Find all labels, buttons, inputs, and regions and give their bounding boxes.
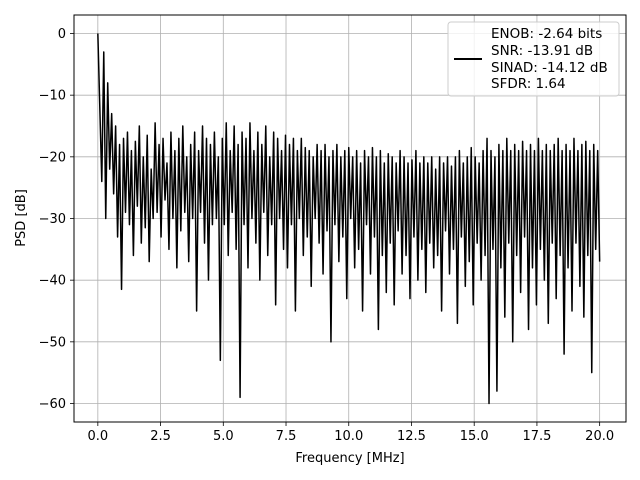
y-tick-label: −60 (39, 397, 66, 412)
x-axis-label: Frequency [MHz] (295, 451, 404, 466)
x-tick-label: 10.0 (334, 429, 363, 444)
y-tick-label: 0 (58, 27, 66, 42)
legend-entry-enob: ENOB: -2.64 bits (491, 26, 602, 42)
y-tick-label: −40 (39, 274, 66, 289)
x-tick-label: 15.0 (460, 429, 489, 444)
x-tick-label: 7.5 (276, 429, 297, 444)
legend-box (447, 21, 620, 97)
x-tick-label: 20.0 (585, 429, 614, 444)
legend: ENOB: -2.64 bits SNR: -13.91 dB SINAD: -… (447, 21, 620, 97)
y-tick-label: −30 (39, 212, 66, 227)
x-tick-label: 2.5 (150, 429, 171, 444)
y-tick-label: −20 (39, 150, 66, 165)
y-tick-label: −10 (39, 89, 66, 104)
x-tick-label: 0.0 (87, 429, 108, 444)
legend-entry-snr: SNR: -13.91 dB (491, 43, 593, 59)
y-axis-label: PSD [dB] (14, 189, 29, 247)
plot-series-group (97, 33, 601, 405)
x-tick-label: 17.5 (522, 429, 551, 444)
legend-entry-sfdr: SFDR: 1.64 (491, 76, 566, 92)
legend-entry-sinad: SINAD: -14.12 dB (491, 60, 608, 76)
y-axis-ticks: 0 −10 −20 −30 −40 −50 −60 (39, 27, 74, 412)
x-tick-label: 5.0 (213, 429, 234, 444)
x-tick-label: 12.5 (397, 429, 426, 444)
y-tick-label: −50 (39, 335, 66, 350)
psd-series-line (97, 33, 601, 405)
x-axis-ticks: 0.0 2.5 5.0 7.5 10.0 12.5 15.0 17.5 20.0 (87, 422, 614, 444)
